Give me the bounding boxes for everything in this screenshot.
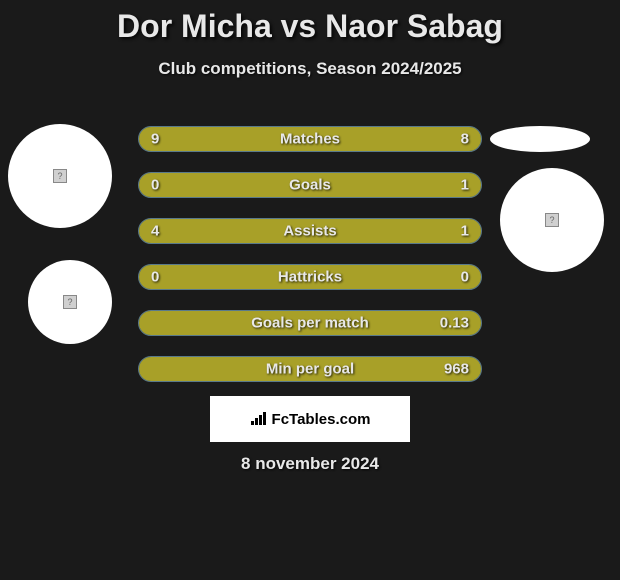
footer-brand-badge[interactable]: FcTables.com — [210, 396, 410, 442]
stat-label: Goals per match — [251, 315, 369, 332]
image-placeholder-icon — [63, 295, 77, 309]
page-subtitle: Club competitions, Season 2024/2025 — [0, 59, 620, 79]
stat-value-left: 4 — [151, 223, 159, 240]
stat-row-goals-per-match: Goals per match 0.13 — [138, 310, 482, 336]
stat-bar-left — [139, 357, 201, 381]
image-placeholder-icon — [545, 213, 559, 227]
stat-value-right: 0.13 — [440, 315, 469, 332]
player1-club-avatar — [28, 260, 112, 344]
stat-label: Assists — [283, 223, 336, 240]
stat-row-min-per-goal: Min per goal 968 — [138, 356, 482, 382]
stat-label: Min per goal — [266, 361, 354, 378]
stat-row-hattricks: 0 Hattricks 0 — [138, 264, 482, 290]
stat-value-left: 0 — [151, 269, 159, 286]
stats-container: 9 Matches 8 0 Goals 1 4 Assists 1 0 Hatt… — [138, 126, 482, 402]
stat-row-assists: 4 Assists 1 — [138, 218, 482, 244]
player2-avatar-ellipse — [490, 126, 590, 152]
stat-label: Matches — [280, 131, 340, 148]
stat-value-right: 1 — [461, 177, 469, 194]
stat-bar-left — [139, 311, 201, 335]
stat-bar-left — [139, 219, 413, 243]
stat-label: Hattricks — [278, 269, 342, 286]
stat-value-left: 9 — [151, 131, 159, 148]
stat-bar-left — [139, 173, 201, 197]
stat-value-right: 968 — [444, 361, 469, 378]
stat-row-matches: 9 Matches 8 — [138, 126, 482, 152]
player1-avatar — [8, 124, 112, 228]
chart-icon — [250, 412, 268, 426]
date-text: 8 november 2024 — [241, 454, 379, 474]
stat-bar-right — [320, 127, 481, 151]
image-placeholder-icon — [53, 169, 67, 183]
stat-value-right: 1 — [461, 223, 469, 240]
stat-row-goals: 0 Goals 1 — [138, 172, 482, 198]
stat-label: Goals — [289, 177, 331, 194]
stat-value-left: 0 — [151, 177, 159, 194]
stat-value-right: 0 — [461, 269, 469, 286]
footer-brand-text: FcTables.com — [272, 411, 371, 428]
stat-value-right: 8 — [461, 131, 469, 148]
player2-club-avatar — [500, 168, 604, 272]
stat-bar-right — [201, 173, 481, 197]
page-title: Dor Micha vs Naor Sabag — [0, 0, 620, 45]
stat-bar-right — [413, 219, 481, 243]
